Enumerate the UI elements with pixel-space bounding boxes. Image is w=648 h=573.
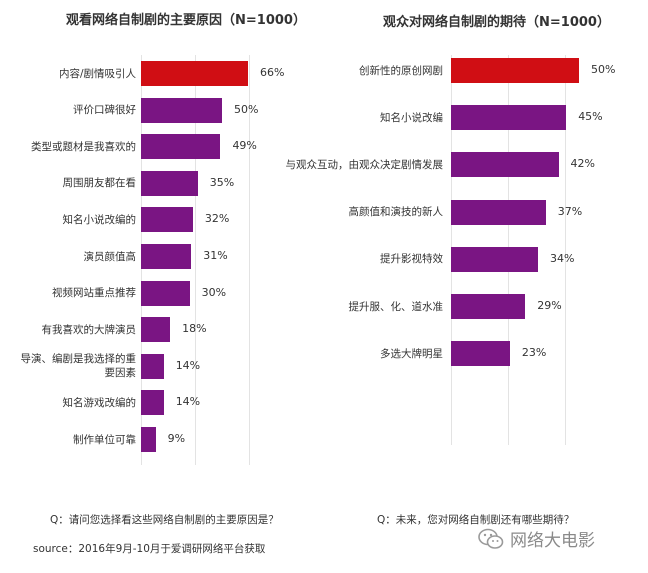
bar	[141, 317, 171, 343]
bar	[141, 244, 192, 269]
value-label: 23%	[521, 346, 547, 360]
value-label: 34%	[550, 251, 575, 265]
category-label: 制作单位可靠	[73, 433, 136, 446]
category-label: 知名小说改编的	[62, 213, 137, 226]
value-label: 42%	[570, 157, 595, 171]
bar	[141, 280, 190, 306]
bar	[141, 390, 164, 416]
category-label: 创新性的原创网剧	[359, 64, 443, 77]
category-label: 知名游戏改编的	[62, 396, 137, 409]
gridline	[565, 55, 566, 445]
category-label: 提升服、化、道水准	[348, 300, 444, 313]
bar	[141, 170, 198, 196]
category-label: 多选大牌明星	[380, 347, 443, 360]
value-label: 14%	[175, 358, 201, 372]
bar	[451, 294, 526, 319]
value-label: 30%	[201, 285, 227, 299]
category-label: 与观众互动，由观众决定剧情发展	[285, 158, 444, 171]
category-label: 类型或题材是我喜欢的	[31, 140, 136, 153]
bar	[451, 199, 546, 225]
bar	[451, 152, 559, 178]
value-label: 45%	[578, 110, 603, 124]
category-label: 知名小说改编	[380, 111, 443, 124]
gridline	[195, 55, 196, 465]
left-question: Q：请问您选择看这些网络自制剧的主要原因是？	[50, 514, 279, 526]
value-label: 66%	[260, 66, 285, 79]
gridline	[249, 55, 250, 465]
right-question: Q：未来，您对网络自制剧还有哪些期待？	[377, 514, 575, 526]
value-label: 29%	[537, 299, 562, 312]
watermark: 网络大电影	[478, 526, 595, 551]
wechat-icon	[478, 528, 504, 549]
category-label: 视频网站重点推荐	[52, 287, 136, 300]
bar	[451, 58, 579, 83]
category-label: 演员颜值高	[83, 250, 137, 263]
bar	[141, 61, 248, 86]
value-label: 37%	[557, 204, 583, 218]
value-label: 32%	[204, 212, 230, 226]
bar	[141, 353, 164, 379]
value-label: 35%	[209, 175, 235, 189]
value-label: 50%	[591, 63, 616, 76]
category-label: 周围朋友都在看	[62, 177, 137, 190]
bar	[141, 97, 223, 123]
category-label: 内容/剧情吸引人	[58, 67, 136, 80]
value-label: 49%	[232, 139, 257, 153]
category-label: 导演、编剧是我选择的重要因素	[20, 353, 137, 380]
bar	[451, 341, 510, 367]
category-label: 评价口碑很好	[73, 104, 136, 117]
bar	[451, 246, 539, 272]
value-label: 9%	[167, 432, 186, 445]
value-label: 31%	[203, 249, 228, 262]
bar	[451, 105, 567, 131]
right-chart-title: 观众对网络自制剧的期待（N=1000）	[383, 15, 610, 30]
value-label: 14%	[175, 395, 201, 409]
category-label: 高颜值和演技的新人	[348, 206, 444, 219]
left-chart-title: 观看网络自制剧的主要原因（N=1000）	[66, 13, 306, 28]
category-label: 提升影视特效	[380, 253, 443, 266]
category-label: 有我喜欢的大牌演员	[41, 323, 137, 336]
bar	[141, 207, 193, 233]
watermark-text: 网络大电影	[510, 531, 595, 551]
value-label: 18%	[182, 322, 207, 336]
source-note: source：2016年9月-10月于爱调研网络平台获取	[33, 543, 266, 555]
bar	[141, 134, 221, 160]
value-label: 50%	[234, 102, 259, 116]
bar	[141, 427, 156, 452]
